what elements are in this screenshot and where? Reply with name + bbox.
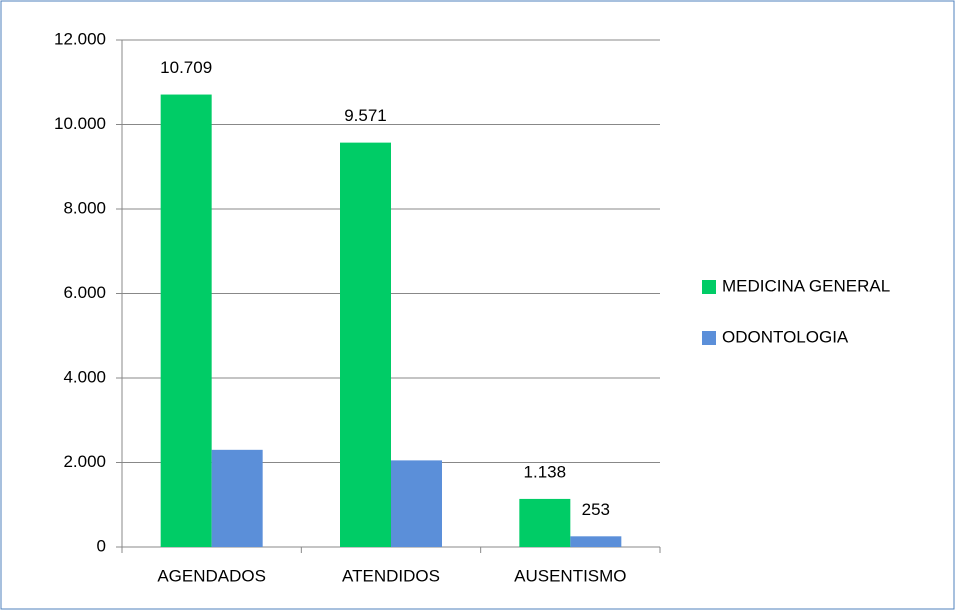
data-label: 10.709 [160,58,212,77]
x-tick-label: ATENDIDOS [342,566,440,585]
bar [160,94,212,548]
data-label: 1.138 [524,462,567,481]
y-tick-label: 10.000 [54,114,106,133]
y-tick-label: 4.000 [63,367,106,386]
bar [340,142,391,547]
y-tick-label: 2.000 [63,452,106,471]
data-label: 9.571 [344,106,387,125]
y-tick-label: 0 [97,536,106,555]
bar [519,498,571,547]
legend-label: ODONTOLOGIA [722,327,849,346]
legend-swatch [702,280,716,294]
y-tick-label: 8.000 [63,198,106,217]
legend-label: MEDICINA GENERAL [722,276,890,295]
data-label: 253 [582,500,610,519]
bar [570,536,622,547]
bar [391,460,442,547]
x-tick-label: AGENDADOS [157,566,266,585]
y-tick-label: 12.000 [54,29,106,48]
x-tick-label: AUSENTISMO [514,566,626,585]
y-tick-label: 6.000 [63,283,106,302]
bar [211,449,263,547]
legend-swatch [702,331,716,345]
